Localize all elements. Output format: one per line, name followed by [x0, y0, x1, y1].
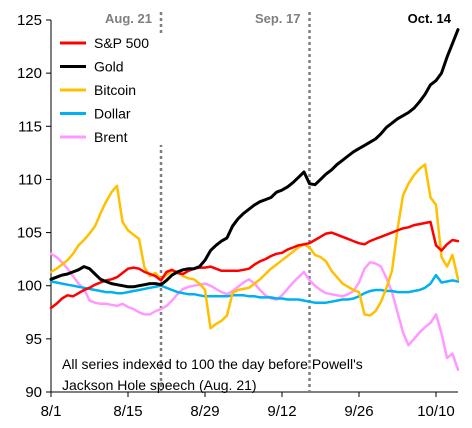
- legend-label: S&P 500: [94, 35, 149, 51]
- corner-date-label: Oct. 14: [408, 11, 452, 26]
- series-line-s-p-500: [49, 220, 460, 310]
- footnote-line: Jackson Hole speech (Aug. 21): [62, 377, 257, 393]
- x-tick-label: 8/15: [113, 403, 142, 420]
- legend-label: Brent: [94, 129, 128, 145]
- x-tick-label: 8/29: [190, 403, 219, 420]
- legend-label: Dollar: [94, 106, 131, 122]
- y-tick-label: 115: [18, 118, 42, 135]
- legend: S&P 500 Gold Bitcoin Dollar Brent: [55, 33, 163, 145]
- y-axis: 90 95 100 105 110 115 120 125: [17, 12, 52, 401]
- series-line-dollar: [49, 273, 460, 304]
- y-tick-label: 120: [17, 65, 42, 82]
- y-tick-label: 110: [18, 171, 42, 188]
- series-lines: [49, 28, 460, 371]
- annotations: Aug. 21 Sep. 17 Oct. 14: [105, 11, 452, 26]
- y-tick-label: 90: [25, 384, 42, 401]
- footnote: All series indexed to 100 the day before…: [62, 356, 363, 393]
- series-line-bitcoin: [49, 163, 460, 330]
- x-tick-label: 10/10: [417, 403, 455, 420]
- y-tick-label: 125: [17, 12, 42, 29]
- event-label: Aug. 21: [105, 11, 152, 26]
- legend-label: Gold: [94, 59, 124, 75]
- y-tick-label: 105: [17, 225, 42, 242]
- series-line-gold: [49, 28, 460, 289]
- legend-label: Bitcoin: [94, 82, 136, 98]
- footnote-line: All series indexed to 100 the day before…: [62, 356, 363, 372]
- y-tick-label: 95: [25, 331, 42, 348]
- y-tick-label: 100: [17, 278, 42, 295]
- x-axis: 8/1 8/15 8/29 9/12 9/26 10/10: [41, 391, 458, 420]
- event-label: Sep. 17: [255, 11, 301, 26]
- x-tick-label: 9/26: [344, 403, 373, 420]
- x-tick-label: 9/12: [267, 403, 296, 420]
- x-tick-label: 8/1: [41, 403, 62, 420]
